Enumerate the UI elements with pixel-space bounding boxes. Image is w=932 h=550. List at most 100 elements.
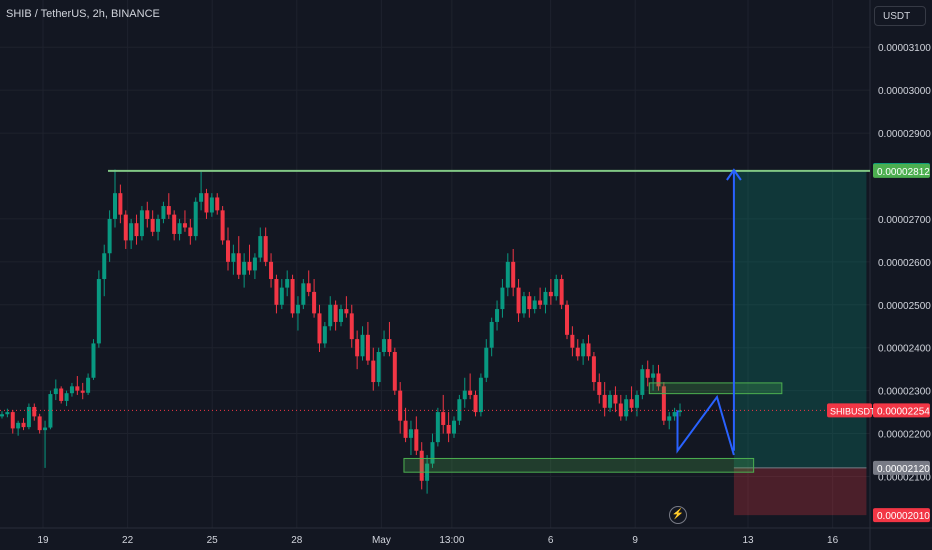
candle	[667, 412, 672, 430]
candle-body	[172, 214, 177, 234]
candle-body	[678, 410, 682, 413]
candle-body	[21, 422, 26, 428]
candle	[166, 193, 171, 219]
candle	[355, 330, 360, 370]
y-tick-label: 0.00002300	[878, 387, 931, 398]
candle-body	[204, 193, 209, 213]
candle-body	[322, 326, 327, 344]
candle	[489, 317, 494, 357]
candle	[634, 390, 639, 417]
candle-body	[398, 390, 403, 421]
candle-body	[166, 206, 171, 215]
candle	[80, 382, 85, 400]
price-axis-label-bg	[873, 508, 930, 523]
candle-body	[129, 223, 134, 241]
candle-body	[484, 347, 489, 378]
candle-body	[236, 253, 241, 275]
candle	[608, 390, 613, 413]
candle-body	[339, 309, 343, 322]
candle	[543, 287, 548, 314]
candle-body	[118, 193, 123, 215]
candle-body	[489, 321, 494, 348]
candle-body	[446, 424, 451, 434]
candle	[656, 364, 661, 391]
candle	[468, 373, 473, 400]
candle-body	[672, 412, 677, 417]
candle	[306, 270, 311, 297]
candle-body	[543, 291, 548, 305]
last-price-label: 0.00002254	[877, 406, 930, 417]
candle	[382, 330, 387, 357]
candle	[532, 296, 537, 314]
candle-body	[430, 442, 435, 464]
candle-body	[349, 313, 354, 340]
candle	[328, 296, 333, 331]
candle-body	[538, 300, 543, 305]
candle-body	[231, 253, 236, 262]
candle	[96, 270, 101, 348]
candle	[586, 334, 591, 361]
candle	[123, 210, 128, 249]
candle-body	[317, 313, 322, 344]
candle	[602, 382, 607, 417]
candle-body	[473, 394, 478, 413]
candle-body	[290, 279, 295, 314]
currency-button[interactable]: USDT	[874, 6, 926, 26]
candle	[301, 279, 306, 310]
candle	[312, 279, 317, 318]
candle	[91, 339, 96, 380]
candle	[236, 236, 241, 280]
candle	[220, 206, 225, 245]
candle	[651, 364, 656, 391]
candle-body	[199, 193, 204, 202]
candle	[134, 214, 139, 245]
candle	[339, 304, 343, 327]
candle	[613, 386, 618, 413]
candle	[473, 390, 478, 417]
candle-body	[306, 283, 311, 292]
candle-body	[312, 291, 317, 314]
candle	[333, 300, 338, 331]
candle-body	[371, 360, 376, 383]
symbol-label: SHIBUSDT	[830, 406, 876, 416]
candle-body	[220, 210, 225, 241]
lightning-icon[interactable]: ⚡	[669, 506, 687, 524]
target-arrow-head	[726, 168, 742, 181]
support-zone	[648, 382, 783, 395]
candle-body	[392, 352, 397, 391]
candle-body	[435, 412, 440, 443]
support-zone	[403, 457, 755, 473]
candle	[102, 244, 107, 297]
candle-body	[403, 420, 408, 438]
candle	[5, 408, 10, 418]
candle-body	[527, 296, 532, 310]
candle-body	[69, 386, 74, 394]
x-tick-label: 22	[122, 535, 134, 546]
candle	[86, 373, 91, 395]
y-tick-label: 0.00002900	[878, 129, 931, 140]
candle	[177, 218, 182, 241]
candle	[274, 274, 279, 314]
candle	[414, 416, 419, 456]
candle	[193, 197, 198, 241]
candle-body	[156, 218, 161, 232]
x-tick-label: 19	[37, 535, 49, 546]
candle-body	[274, 279, 279, 305]
candle	[295, 296, 300, 331]
candle-body	[548, 291, 553, 297]
candle	[43, 420, 48, 468]
candle	[495, 300, 500, 331]
candle	[435, 407, 440, 447]
candle	[204, 188, 209, 219]
candle-body	[586, 343, 591, 357]
candle	[188, 218, 193, 245]
candle-body	[0, 414, 4, 417]
candle-body	[575, 347, 580, 357]
candle	[231, 244, 236, 275]
candle-body	[565, 304, 569, 335]
candle-body	[462, 390, 467, 400]
candle	[565, 300, 569, 340]
x-tick-label: 16	[827, 535, 839, 546]
candle-body	[10, 412, 15, 429]
